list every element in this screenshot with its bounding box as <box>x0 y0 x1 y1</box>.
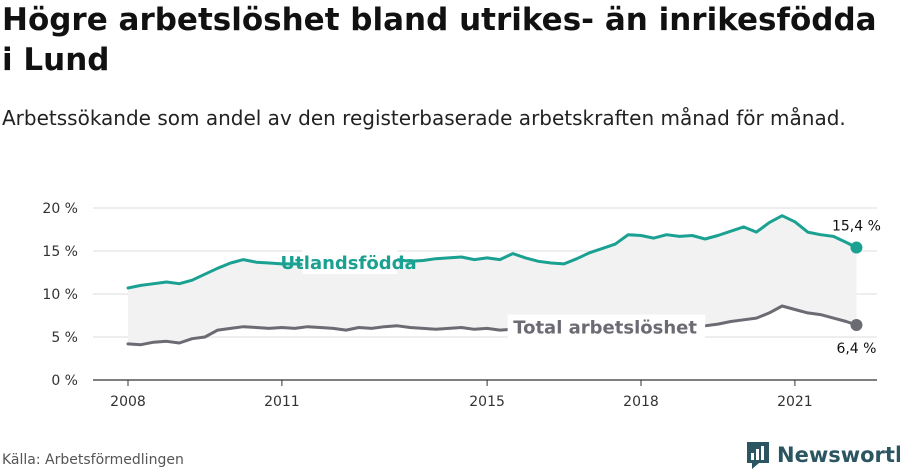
chart-title: Högre arbetslöshet bland utrikes- än inr… <box>2 2 877 78</box>
y-tick-label: 10 % <box>42 287 78 303</box>
series-label-1: Total arbetslöshet <box>513 318 697 339</box>
series-end-label-0: 15,4 % <box>832 219 881 235</box>
y-tick-label: 0 % <box>51 373 78 389</box>
x-tick-label: 2008 <box>110 394 146 410</box>
band-between-series <box>128 215 857 345</box>
series-end-label-1: 6,4 % <box>836 341 876 357</box>
end-labels: 15,4 % 6,4 % <box>832 219 881 357</box>
series-label-bg <box>507 314 706 339</box>
source-note: Källa: Arbetsförmedlingen <box>2 452 184 468</box>
brand-name: Newsworthy <box>777 443 900 467</box>
series-end-marker-1 <box>850 318 863 331</box>
series-lines <box>126 214 863 347</box>
y-tick-label: 20 % <box>42 201 78 217</box>
series-label-0: Utlandsfödda <box>281 253 417 274</box>
series-labels: Utlandsfödda Total arbetslöshet <box>281 250 706 339</box>
y-tick-label: 5 % <box>51 330 78 346</box>
series-line-1 <box>126 304 858 347</box>
x-tick-label: 2015 <box>469 394 505 410</box>
series-line-0 <box>126 214 858 290</box>
axes: 0 % 5 % 10 % 15 % 20 % 2008 2011 2015 2018 2021 <box>42 201 877 410</box>
x-tick-label: 2021 <box>777 394 813 410</box>
y-tick-label: 15 % <box>42 244 78 260</box>
series-label-bg <box>302 250 398 275</box>
x-tick-label: 2011 <box>264 394 300 410</box>
newsworthy-logo[interactable]: Newsworthy <box>745 440 900 470</box>
chart-subtitle: Arbetssökande som andel av den registerb… <box>2 106 846 130</box>
x-tick-label: 2018 <box>623 394 659 410</box>
newsworthy-logo-icon <box>747 442 769 469</box>
line-chart: Utlandsfödda Total arbetslöshet 0 % 5 % 10 … <box>42 201 881 410</box>
series-end-marker-0 <box>850 241 863 254</box>
